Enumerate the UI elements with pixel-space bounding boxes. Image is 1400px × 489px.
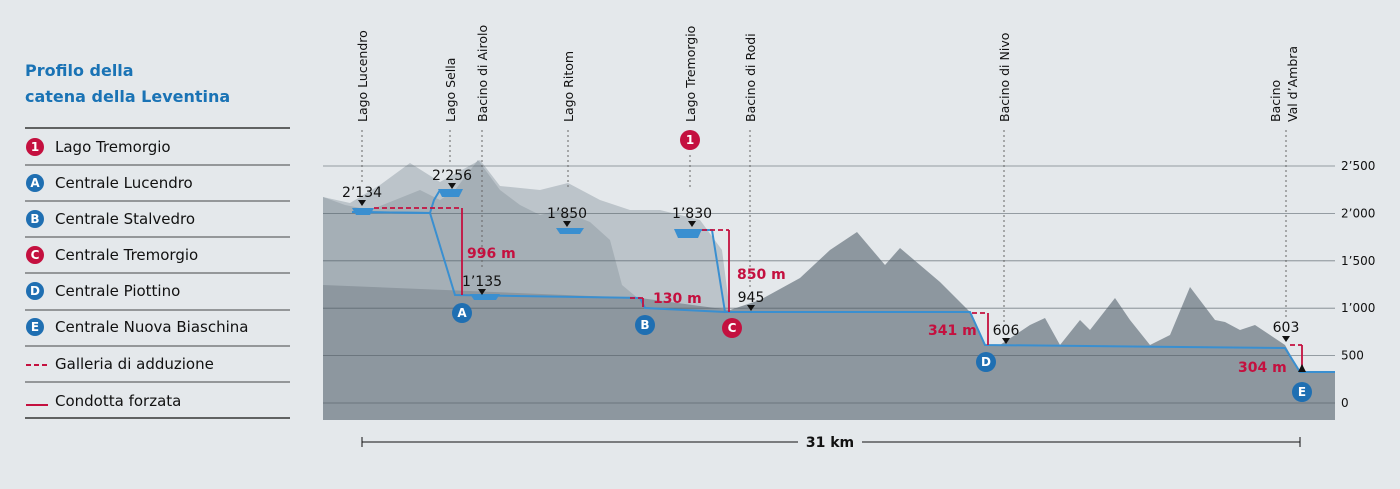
legend-marker-text: 1 (31, 140, 39, 154)
legend-marker-text: E (31, 320, 39, 334)
conduits (374, 207, 1303, 372)
elevation-label: 1’850 (547, 206, 587, 222)
elevation-label: 2’134 (342, 185, 382, 201)
legend-label: Centrale Nuova Biaschina (55, 318, 248, 336)
lake (674, 229, 702, 238)
arrow (478, 289, 486, 295)
station-label: Lago Tremorgio (683, 26, 698, 122)
legend-label: Condotta forzata (55, 392, 181, 410)
plant-marker-text: E (1298, 385, 1306, 399)
plant-marker-text: B (640, 318, 649, 332)
legend-marker-text: C (31, 248, 40, 262)
station-label: Lago Lucendro (355, 30, 370, 122)
stations: Lago Lucendro Lago Sella Bacino di Airol… (355, 25, 1300, 322)
legend-marker (26, 282, 44, 300)
y-tick-label: 1’500 (1341, 254, 1375, 268)
legend-marker (26, 138, 44, 156)
legend-marker-text: A (30, 176, 40, 190)
legend-label: Centrale Lucendro (55, 174, 193, 192)
legend-marker (26, 174, 44, 192)
legend-label: Lago Tremorgio (55, 138, 171, 156)
water-line (351, 211, 1335, 373)
grid (323, 165, 1335, 404)
arrow (688, 221, 696, 227)
elevations: 2’134 2’256 1’850 1’830 1’135 945 606 60… (342, 168, 1306, 372)
arrow (448, 183, 456, 189)
terrain-front (323, 232, 1335, 420)
elevation-label: 1’135 (462, 274, 502, 290)
title-line: Profilo della (25, 61, 134, 80)
lake (470, 294, 500, 300)
level-arrows (358, 183, 1306, 372)
plant-marker-text: A (457, 306, 467, 320)
head-label: 850 m (737, 267, 786, 283)
plant-marker (452, 303, 472, 323)
legend-label: Centrale Tremorgio (55, 246, 198, 264)
title-line: catena della Leventina (25, 87, 230, 106)
head-label: 130 m (653, 291, 702, 307)
y-tick-label: 0 (1341, 396, 1349, 410)
waterway (351, 189, 1335, 373)
arrow (1282, 336, 1290, 342)
y-tick-label: 500 (1341, 349, 1364, 363)
arrow (563, 221, 571, 227)
head-label: 304 m (1238, 360, 1287, 376)
distance-scale: 31 km (361, 435, 1301, 451)
arrow (1298, 364, 1306, 372)
station-label: Bacino di Airolo (475, 25, 490, 122)
legend-label: Centrale Stalvedro (55, 210, 195, 228)
plant-marker-text: C (728, 321, 737, 335)
station-label: Bacino di Rodi (743, 33, 758, 122)
plant-marker (635, 315, 655, 335)
head-label: 996 m (467, 246, 516, 262)
legend-marker-text: B (30, 212, 39, 226)
y-tick-label: 2’500 (1341, 159, 1375, 173)
legend-marker (26, 318, 44, 336)
y-tick-label: 2’000 (1341, 206, 1375, 220)
distance-label: 31 km (806, 435, 854, 451)
arrow (358, 200, 366, 206)
station-label: Bacino di Nivo (997, 33, 1012, 122)
lake (438, 189, 463, 197)
plant-marker-text: 1 (686, 133, 694, 147)
plant-marker (976, 352, 996, 372)
head-label: 341 m (928, 323, 977, 339)
y-tick-label: 1’000 (1341, 301, 1375, 315)
lake (352, 208, 374, 215)
plant-marker (1292, 382, 1312, 402)
plant-marker-text: D (981, 355, 991, 369)
station-label: Lago Ritom (561, 51, 576, 122)
legend-label: Centrale Piottino (55, 282, 180, 300)
elevation-label: 2’256 (432, 168, 472, 184)
elevation-label: 945 (738, 290, 765, 306)
lake (556, 228, 584, 234)
plant-marker (680, 130, 700, 150)
station-label: Lago Sella (443, 58, 458, 122)
legend-marker-text: D (30, 284, 40, 298)
plant-markers: 1 A B C D E (452, 130, 1312, 402)
elevation-label: 606 (993, 323, 1020, 339)
plant-marker (722, 318, 742, 338)
legend-marker (26, 246, 44, 264)
elevation-label: 1’830 (672, 206, 712, 222)
legend: 1 Lago Tremorgio A Centrale Lucendro B C… (25, 127, 290, 419)
heads: 996 m 130 m 850 m 341 m 304 m (467, 246, 1287, 376)
legend-marker (26, 210, 44, 228)
arrow (747, 305, 755, 311)
elevation-label: 603 (1273, 320, 1300, 336)
station-label: Val d’Ambra (1285, 46, 1300, 122)
arrow (1002, 338, 1010, 344)
station-label: Bacino (1268, 80, 1283, 122)
legend-label: Galleria di adduzione (55, 355, 214, 373)
